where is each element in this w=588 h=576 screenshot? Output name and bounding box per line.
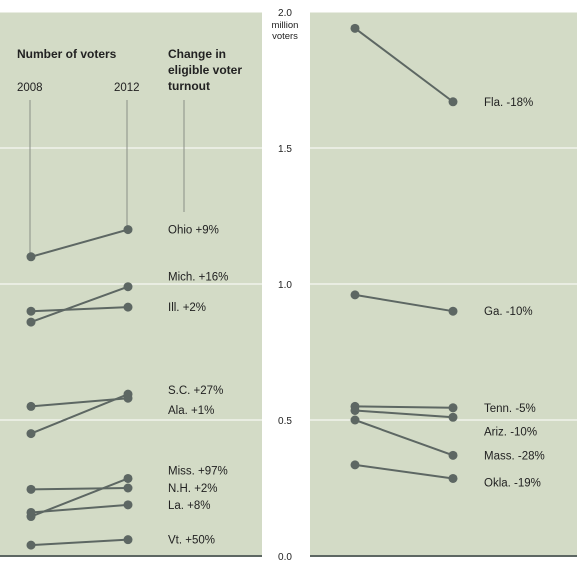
- y-tick-label: 1.5: [278, 144, 292, 155]
- point-2012: [448, 403, 458, 413]
- left-series: Ohio +9% Mich. +16% Ill. +2% S.C. +27% Ala. …: [26, 225, 228, 550]
- point-2012: [123, 282, 133, 292]
- point-2012: [123, 393, 133, 403]
- slope-line: [30, 306, 129, 313]
- slope-line: [30, 228, 129, 258]
- series-label: Vt. +50%: [168, 535, 215, 547]
- point-2012: [448, 306, 458, 316]
- point-2008: [26, 540, 36, 550]
- y-unit-label: voters: [272, 31, 298, 42]
- series-label: Tenn. -5%: [484, 403, 536, 415]
- slope-line: [30, 487, 129, 491]
- change-header-line-2: eligible voter: [168, 63, 242, 77]
- series-label: Okla. -19%: [484, 477, 541, 489]
- voters-header: Number of voters: [17, 47, 117, 61]
- series-label: Fla. -18%: [484, 97, 533, 109]
- right-series: Fla. -18% Ga. -10% Tenn. -5% Ariz. -10% Mass…: [350, 23, 545, 489]
- y-unit-label: million: [272, 20, 299, 31]
- y-tick-label: 2.0: [278, 8, 292, 19]
- slope-line: [354, 27, 454, 103]
- series-label: Ariz. -10%: [484, 426, 537, 438]
- series-label: Ill. +2%: [168, 302, 206, 314]
- point-2012: [448, 97, 458, 107]
- point-2008: [26, 507, 36, 517]
- point-2012: [123, 535, 133, 545]
- series-label: Ala. +1%: [168, 405, 214, 417]
- point-2012: [123, 302, 133, 312]
- slope-line: [354, 405, 454, 409]
- change-header-line-3: turnout: [168, 79, 210, 93]
- point-2008: [26, 429, 36, 439]
- point-2012: [123, 225, 133, 235]
- slope-line: [30, 397, 129, 408]
- column-headers: Number of voters 2008 2012 Change in eli…: [17, 47, 242, 258]
- point-2012: [123, 473, 133, 483]
- slope-line: [354, 409, 454, 419]
- change-header-line-1: Change in: [168, 47, 226, 61]
- series-label: La. +8%: [168, 500, 211, 512]
- gridlines: [0, 11, 577, 557]
- year-2008-label: 2008: [17, 82, 43, 94]
- slope-line: [354, 419, 454, 457]
- series-label: Mich. +16%: [168, 272, 228, 284]
- y-tick-label: 0.0: [278, 552, 292, 563]
- point-2012: [448, 473, 458, 483]
- slope-line: [354, 293, 454, 313]
- y-tick-label: 0.5: [278, 416, 292, 427]
- point-2012: [123, 500, 133, 510]
- point-2012: [123, 483, 133, 493]
- series-label: N.H. +2%: [168, 483, 218, 495]
- point-2008: [26, 484, 36, 494]
- point-2008: [26, 252, 36, 262]
- series-label: Ga. -10%: [484, 306, 533, 318]
- slope-line: [30, 503, 129, 514]
- point-2012: [448, 412, 458, 422]
- point-2008: [26, 306, 36, 316]
- slope-line: [30, 393, 129, 435]
- point-2008: [350, 405, 360, 415]
- point-2008: [350, 460, 360, 470]
- year-2012-label: 2012: [114, 82, 140, 94]
- series-label: Mass. -28%: [484, 450, 545, 462]
- series-label: S.C. +27%: [168, 385, 223, 397]
- point-2008: [26, 317, 36, 327]
- slope-line: [354, 463, 454, 480]
- y-tick-label: 1.0: [278, 280, 292, 291]
- slope-line: [30, 285, 129, 324]
- point-2008: [350, 290, 360, 300]
- point-2008: [350, 23, 360, 33]
- series-label: Ohio +9%: [168, 225, 219, 237]
- point-2008: [26, 401, 36, 411]
- point-2012: [448, 450, 458, 460]
- series-label: Miss. +97%: [168, 465, 228, 477]
- point-2008: [350, 415, 360, 425]
- slope-line: [30, 538, 129, 547]
